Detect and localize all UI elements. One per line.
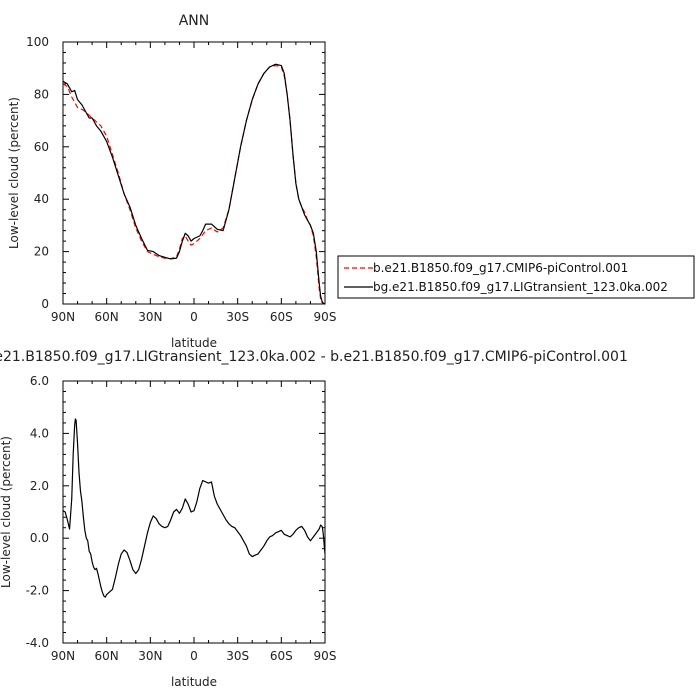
bottom-y-tick-label: 2.0 xyxy=(30,479,49,493)
top-x-tick-label: 0 xyxy=(190,310,198,324)
top-y-tick-label: 60 xyxy=(34,140,49,154)
legend: b.e21.B1850.f09_g17.CMIP6-piControl.001 … xyxy=(337,255,695,299)
top-axis-ticks: 90N 60N 30N 0 30S 60S 90S 0 20 40 60 80 100 xyxy=(26,35,336,324)
bottom-y-tick-label: -4.0 xyxy=(26,636,49,650)
legend-box xyxy=(337,255,695,299)
top-x-tick-label: 30N xyxy=(138,310,162,324)
top-series-group xyxy=(62,63,326,305)
bottom-axis-ticks: 90N 60N 30N 0 30S 60S 90S -4.0 -2.0 0.0 2.0 4.0 6.0 xyxy=(26,374,337,663)
top-y-tick-label: 0 xyxy=(41,297,49,311)
bottom-x-tick-label: 60S xyxy=(270,649,293,663)
top-y-tick-label: 100 xyxy=(26,35,49,49)
difference-series-line xyxy=(62,418,326,598)
legend-entry-control: b.e21.B1850.f09_g17.CMIP6-piControl.001 xyxy=(373,261,628,275)
top-panel: ANN Low-level cloud (percent) latitude 9… xyxy=(7,13,336,350)
legend-entry-lig: bg.e21.B1850.f09_g17.LIGtransient_123.0k… xyxy=(373,280,668,294)
bottom-chart-title: bg.e21.B1850.f09_g17.LIGtransient_123.0k… xyxy=(0,349,628,365)
bottom-y-tick-label: 6.0 xyxy=(30,374,49,388)
bottom-x-tick-label: 90N xyxy=(51,649,75,663)
bottom-y-tick-label: 0.0 xyxy=(30,531,49,545)
bottom-y-tick-label: 4.0 xyxy=(30,426,49,440)
top-y-tick-label: 40 xyxy=(34,192,49,206)
bottom-y-axis-label: Low-level cloud (percent) xyxy=(0,436,13,588)
bottom-x-tick-label: 30S xyxy=(226,649,249,663)
top-x-tick-label: 90S xyxy=(314,310,337,324)
bottom-y-tick-label: -2.0 xyxy=(26,584,49,598)
bottom-x-tick-label: 60N xyxy=(95,649,119,663)
control-series-line xyxy=(62,64,326,305)
top-x-axis-label: latitude xyxy=(171,336,217,350)
top-chart-title: ANN xyxy=(179,13,210,29)
lig-series-line xyxy=(62,63,326,305)
bottom-plot-frame xyxy=(62,380,326,644)
bottom-panel: bg.e21.B1850.f09_g17.LIGtransient_123.0k… xyxy=(0,349,628,689)
bottom-x-tick-label: 0 xyxy=(190,649,198,663)
top-x-tick-label: 30S xyxy=(226,310,249,324)
top-x-tick-label: 60N xyxy=(95,310,119,324)
top-x-tick-label: 90N xyxy=(51,310,75,324)
bottom-x-axis-label: latitude xyxy=(171,675,217,689)
bottom-x-tick-label: 90S xyxy=(314,649,337,663)
bottom-x-tick-label: 30N xyxy=(138,649,162,663)
top-y-axis-label: Low-level cloud (percent) xyxy=(7,97,21,249)
top-x-tick-label: 60S xyxy=(270,310,293,324)
top-y-tick-label: 20 xyxy=(34,245,49,259)
bottom-series-group xyxy=(62,418,326,598)
top-y-tick-label: 80 xyxy=(34,87,49,101)
